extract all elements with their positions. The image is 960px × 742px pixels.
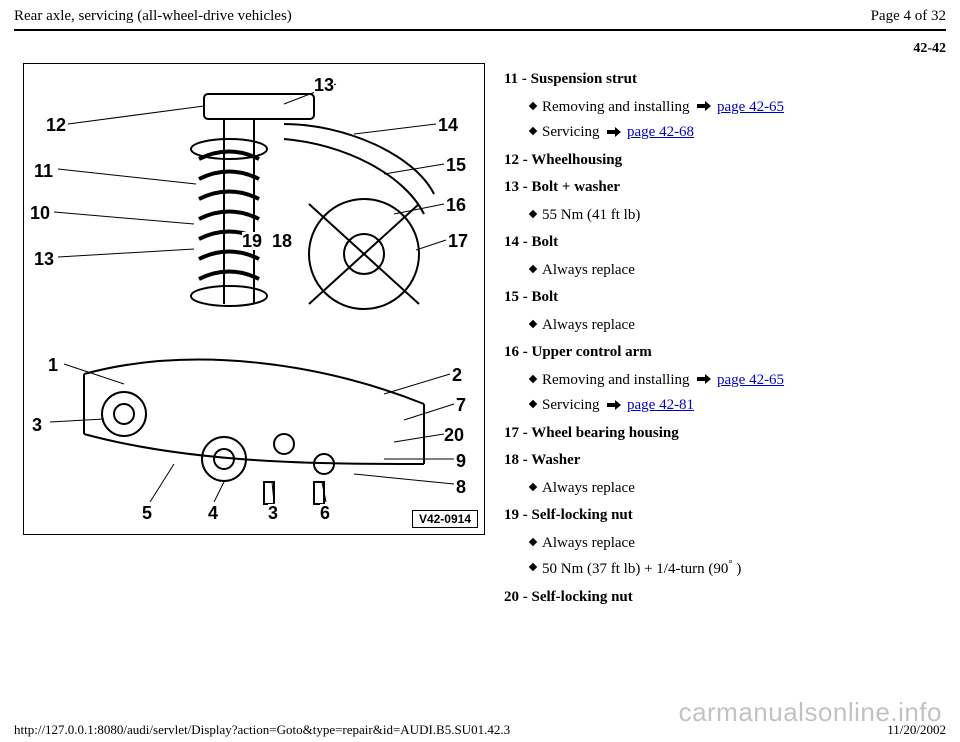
sub-text: Always replace xyxy=(542,317,635,333)
callout-19: 19 xyxy=(242,232,262,250)
sub-text: 50 Nm (37 ft lb) + 1/4-turn (90 xyxy=(542,561,728,577)
callout-3: 3 xyxy=(32,416,42,434)
sub-text: Always replace xyxy=(542,480,635,496)
arrow-right-icon xyxy=(697,101,711,111)
diagram-svg xyxy=(24,64,484,534)
callout-9: 9 xyxy=(456,452,466,470)
sub-text: Removing and installing xyxy=(542,372,693,388)
callout-4: 4 xyxy=(208,504,218,522)
item-heading-19: 19 - Self-locking nut xyxy=(504,503,946,529)
item-heading-11: 11 - Suspension strut xyxy=(504,67,946,93)
item-heading-20: 20 - Self-locking nut xyxy=(504,585,946,611)
list-item: Removing and installing page 42-65 xyxy=(530,95,946,121)
callout-3: 3 xyxy=(268,504,278,522)
sub-text: Always replace xyxy=(542,535,635,551)
sub-text: Servicing xyxy=(542,124,603,140)
page-link[interactable]: page 42-65 xyxy=(717,372,784,388)
item-heading-17: 17 - Wheel bearing housing xyxy=(504,421,946,447)
list-item: Always replace xyxy=(530,531,946,557)
list-item: Servicing page 42-81 xyxy=(530,393,946,419)
callout-6: 6 xyxy=(320,504,330,522)
list-item: Always replace xyxy=(530,258,946,284)
callout-5: 5 xyxy=(142,504,152,522)
sub-text-tail: ) xyxy=(733,561,742,577)
list-item: Always replace xyxy=(530,313,946,339)
arrow-right-icon xyxy=(607,127,621,137)
item-sublist: Always replace xyxy=(504,258,946,284)
item-heading-18: 18 - Washer xyxy=(504,448,946,474)
page-title: Rear axle, servicing (all-wheel-drive ve… xyxy=(14,8,292,25)
item-sublist: Removing and installing page 42-65Servic… xyxy=(504,95,946,146)
callout-17: 17 xyxy=(448,232,468,250)
callout-15: 15 xyxy=(446,156,466,174)
list-item: Removing and installing page 42-65 xyxy=(530,368,946,394)
list-item: Always replace xyxy=(530,476,946,502)
arrow-right-icon xyxy=(697,374,711,384)
item-sublist: Always replace xyxy=(504,476,946,502)
item-sublist: Always replace 50 Nm (37 ft lb) + 1/4-tur… xyxy=(504,531,946,583)
item-heading-13: 13 - Bolt + washer xyxy=(504,175,946,201)
item-sublist: Always replace xyxy=(504,313,946,339)
item-sublist: 55 Nm (41 ft lb) xyxy=(504,203,946,229)
item-sublist: Removing and installing page 42-65Servic… xyxy=(504,368,946,419)
callout-7: 7 xyxy=(456,396,466,414)
sub-text: Removing and installing xyxy=(542,99,693,115)
callout-13: 13 xyxy=(34,250,54,268)
parts-list: 11 - Suspension strutRemoving and instal… xyxy=(504,63,946,718)
callout-13: 13 xyxy=(314,76,334,94)
sub-text: Servicing xyxy=(542,397,603,413)
page-link[interactable]: page 42-81 xyxy=(627,397,694,413)
sub-text: Always replace xyxy=(542,262,635,278)
item-heading-14: 14 - Bolt xyxy=(504,230,946,256)
callout-16: 16 xyxy=(446,196,466,214)
parts-diagram: V42-0914 1312141115101613171918123720985… xyxy=(23,63,485,535)
footer-date: 11/20/2002 xyxy=(887,722,946,738)
callout-1: 1 xyxy=(48,356,58,374)
list-item: 50 Nm (37 ft lb) + 1/4-turn (90° ) xyxy=(530,556,946,583)
diagram-id-label: V42-0914 xyxy=(412,510,478,528)
callout-10: 10 xyxy=(30,204,50,222)
callout-18: 18 xyxy=(272,232,292,250)
item-heading-16: 16 - Upper control arm xyxy=(504,340,946,366)
callout-14: 14 xyxy=(438,116,458,134)
page-link[interactable]: page 42-65 xyxy=(717,99,784,115)
callout-2: 2 xyxy=(452,366,462,384)
sub-text: 55 Nm (41 ft lb) xyxy=(542,207,640,223)
callout-8: 8 xyxy=(456,478,466,496)
item-heading-12: 12 - Wheelhousing xyxy=(504,148,946,174)
section-number: 42-42 xyxy=(14,41,946,57)
page-indicator: Page 4 of 32 xyxy=(871,8,946,25)
list-item: 55 Nm (41 ft lb) xyxy=(530,203,946,229)
callout-11: 11 xyxy=(34,162,53,180)
header-divider xyxy=(14,29,946,31)
arrow-right-icon xyxy=(607,400,621,410)
diagram-column: V42-0914 1312141115101613171918123720985… xyxy=(14,63,494,718)
callout-20: 20 xyxy=(444,426,464,444)
list-item: Servicing page 42-68 xyxy=(530,120,946,146)
item-heading-15: 15 - Bolt xyxy=(504,285,946,311)
footer-url: http://127.0.0.1:8080/audi/servlet/Displ… xyxy=(14,722,510,738)
page-link[interactable]: page 42-68 xyxy=(627,124,694,140)
callout-12: 12 xyxy=(46,116,66,134)
